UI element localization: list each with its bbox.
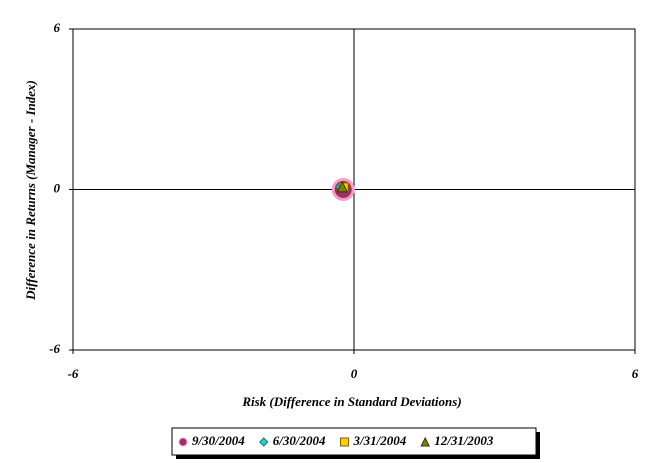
y-tick-label: 6 xyxy=(54,20,61,35)
marker xyxy=(259,437,269,447)
marker xyxy=(420,436,431,447)
legend-label: 3/31/2004 xyxy=(352,433,406,448)
marker xyxy=(339,437,349,447)
y-tick-label: -6 xyxy=(49,341,60,356)
x-tick-label: 0 xyxy=(351,366,358,381)
legend-label: 12/31/2003 xyxy=(434,433,494,448)
marker xyxy=(336,180,349,193)
legend-label: 6/30/2004 xyxy=(273,433,326,448)
marker xyxy=(178,437,188,447)
y-axis-label: Difference in Returns (Manager - Index) xyxy=(23,80,38,301)
x-tick-label: 6 xyxy=(632,366,639,381)
y-tick-label: 0 xyxy=(54,180,61,195)
legend xyxy=(171,427,537,456)
x-tick-label: -6 xyxy=(68,366,79,381)
x-axis-label: Risk (Difference in Standard Deviations) xyxy=(241,394,461,409)
legend-label: 9/30/2004 xyxy=(192,433,245,448)
